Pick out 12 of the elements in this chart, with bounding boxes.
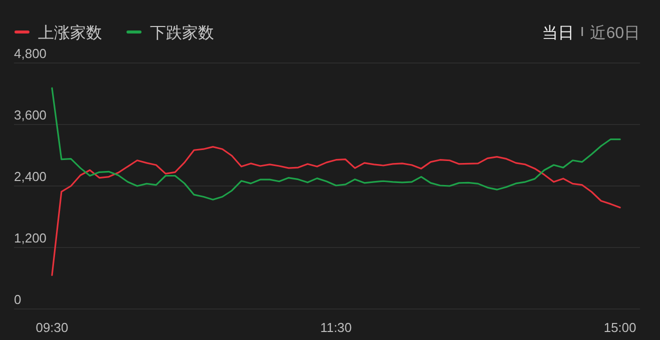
- x-tick-label: 15:00: [604, 320, 636, 335]
- text: 当日: [542, 24, 574, 42]
- y-tick-label: 1,200: [14, 230, 47, 246]
- y-tick-label: 2,400: [14, 169, 47, 184]
- x-tick-label: 09:30: [36, 320, 68, 335]
- x-tick-label: 11:30: [320, 320, 352, 335]
- legend-label: 上涨家数: [38, 24, 102, 42]
- legend-label: 下跌家数: [150, 24, 214, 42]
- y-tick-label: 0: [14, 292, 22, 307]
- text: 近60日: [590, 24, 640, 42]
- y-tick-label: 4,800: [14, 46, 47, 61]
- y-tick-label: 3,600: [14, 108, 47, 122]
